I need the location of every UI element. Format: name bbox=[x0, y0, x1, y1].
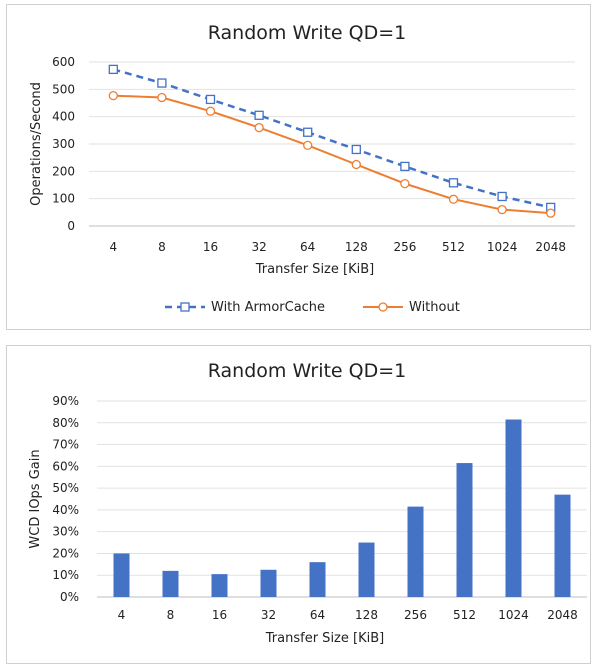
x-tick-label: 32 bbox=[261, 608, 276, 622]
gridlines bbox=[97, 400, 587, 598]
x-axis-label: Transfer Size [KiB] bbox=[255, 262, 374, 277]
x-tick-label: 64 bbox=[310, 608, 325, 622]
line-chart-panel: Random Write QD=1 0 100 200 300 400 500 600 4 8… bbox=[6, 4, 591, 330]
y-tick-label: 20% bbox=[52, 546, 79, 560]
data-point-square bbox=[448, 178, 459, 188]
data-point-square bbox=[303, 127, 313, 137]
x-tick-label: 128 bbox=[345, 240, 368, 254]
bar bbox=[358, 542, 375, 597]
series-line-without bbox=[113, 94, 551, 215]
bar bbox=[505, 419, 522, 597]
x-tick-label: 16 bbox=[203, 240, 218, 254]
data-point-circle bbox=[448, 194, 459, 204]
x-tick-label: 128 bbox=[355, 608, 378, 622]
y-tick-label: 0 bbox=[67, 219, 75, 233]
line-chart: Random Write QD=1 0 100 200 300 400 500 600 4 8… bbox=[29, 22, 575, 315]
bar bbox=[162, 570, 179, 597]
bar-chart: Random Write QD=1 0% 10% 20% 30% 40% 50% 60% 70… bbox=[28, 360, 587, 646]
y-tick-label: 70% bbox=[52, 438, 79, 452]
x-tick-label: 4 bbox=[109, 240, 117, 254]
bar-chart-panel: Random Write QD=1 0% 10% 20% 30% 40% 50% 60% 70… bbox=[6, 345, 591, 664]
data-point-square bbox=[108, 64, 118, 75]
data-point-square bbox=[497, 191, 507, 202]
data-point-circle bbox=[205, 106, 216, 116]
y-axis-label: Operations/Second bbox=[29, 82, 44, 206]
bar bbox=[456, 463, 473, 597]
data-point-circle bbox=[108, 90, 118, 101]
data-point-circle bbox=[351, 159, 361, 170]
y-tick-label: 0% bbox=[60, 590, 79, 604]
x-tick-label: 8 bbox=[158, 240, 166, 254]
series-group bbox=[108, 64, 556, 218]
y-tick-label: 100 bbox=[52, 192, 75, 206]
y-tick-label: 50% bbox=[52, 481, 79, 495]
y-tick-label: 10% bbox=[52, 568, 79, 582]
data-point-circle bbox=[157, 92, 167, 103]
gridlines bbox=[89, 61, 575, 227]
y-tick-label: 80% bbox=[52, 416, 79, 430]
data-point-square bbox=[157, 78, 167, 88]
legend: With ArmorCache Without bbox=[165, 300, 460, 315]
y-tick-labels: 0 100 200 300 400 500 600 bbox=[52, 55, 75, 233]
x-tick-label: 1024 bbox=[498, 608, 529, 622]
y-tick-label: 600 bbox=[52, 55, 75, 69]
x-tick-label: 4 bbox=[118, 608, 126, 622]
legend-label-without: Without bbox=[409, 300, 460, 315]
x-tick-label: 2048 bbox=[535, 240, 566, 254]
bar bbox=[407, 506, 424, 597]
legend-marker-square-icon bbox=[180, 302, 190, 312]
y-tick-labels: 0% 10% 20% 30% 40% 50% 60% 70% 80% 90% bbox=[52, 394, 79, 604]
y-tick-label: 300 bbox=[52, 137, 75, 151]
data-point-square bbox=[205, 94, 216, 105]
x-tick-label: 1024 bbox=[487, 240, 518, 254]
x-tick-label: 512 bbox=[453, 608, 476, 622]
data-point-circle bbox=[303, 140, 313, 151]
series-line-with-armorcache bbox=[112, 68, 551, 209]
bar bbox=[113, 553, 130, 597]
x-tick-labels: 4 8 16 32 64 128 256 512 1024 2048 bbox=[118, 608, 578, 622]
x-tick-label: 512 bbox=[442, 240, 465, 254]
legend-marker-circle-icon bbox=[378, 302, 388, 312]
data-point-circle bbox=[254, 122, 264, 133]
y-tick-label: 90% bbox=[52, 394, 79, 408]
legend-label-with-armorcache: With ArmorCache bbox=[211, 300, 325, 315]
y-tick-label: 200 bbox=[52, 164, 75, 178]
x-tick-label: 8 bbox=[167, 608, 175, 622]
x-tick-label: 256 bbox=[393, 240, 416, 254]
x-tick-labels: 4 8 16 32 64 128 256 512 1024 2048 bbox=[109, 240, 565, 254]
x-tick-label: 32 bbox=[251, 240, 266, 254]
y-tick-label: 60% bbox=[52, 459, 79, 473]
y-tick-label: 30% bbox=[52, 525, 79, 539]
bar bbox=[309, 562, 326, 597]
data-point-circle bbox=[497, 204, 507, 215]
chart-title: Random Write QD=1 bbox=[208, 360, 407, 382]
bar bbox=[554, 494, 571, 597]
data-point-circle bbox=[546, 208, 556, 218]
data-point-square bbox=[254, 110, 264, 120]
bars bbox=[113, 419, 571, 597]
y-axis-label: WCD IOps Gain bbox=[28, 449, 43, 548]
data-point-circle bbox=[400, 178, 410, 189]
x-tick-label: 2048 bbox=[547, 608, 578, 622]
x-tick-label: 64 bbox=[300, 240, 315, 254]
data-point-square bbox=[351, 144, 361, 155]
data-point-square bbox=[400, 161, 410, 172]
bar bbox=[211, 574, 228, 597]
x-tick-label: 16 bbox=[212, 608, 227, 622]
y-tick-label: 500 bbox=[52, 82, 75, 96]
chart-title: Random Write QD=1 bbox=[208, 22, 407, 44]
bar bbox=[260, 569, 277, 597]
x-axis-label: Transfer Size [KiB] bbox=[265, 631, 384, 646]
x-tick-label: 256 bbox=[404, 608, 427, 622]
y-tick-label: 400 bbox=[52, 110, 75, 124]
y-tick-label: 40% bbox=[52, 503, 79, 517]
